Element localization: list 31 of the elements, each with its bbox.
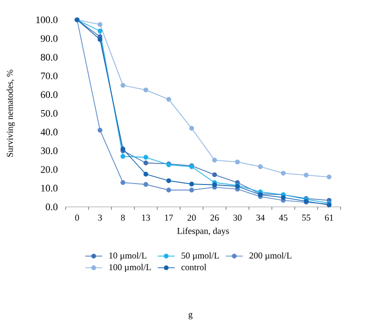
y-tick-label: 10.0 <box>41 184 58 192</box>
x-tick-label: 26 <box>210 214 219 221</box>
x-axis-title: Lifespan, days <box>177 228 229 236</box>
y-tick-label: 40.0 <box>40 128 58 136</box>
legend-label: control <box>181 264 206 270</box>
y-tick-label: 60.0 <box>40 91 58 98</box>
x-tick-label: 8 <box>121 214 125 221</box>
y-tick-label: 70.0 <box>41 72 58 80</box>
x-tick-label: 13 <box>142 214 150 221</box>
x-tick-label: 55 <box>302 214 310 221</box>
x-tick-label: 34 <box>256 214 265 221</box>
legend-label: 100 µmol/L <box>109 264 151 272</box>
y-tick-label: 100.0 <box>36 16 58 24</box>
y-tick-label: 90.0 <box>40 35 58 42</box>
x-tick-label: 20 <box>188 214 196 221</box>
y-tick-label: 20.0 <box>40 166 58 173</box>
x-tick-label: 0 <box>75 214 79 221</box>
x-tick-label: 3 <box>98 214 102 221</box>
y-tick-label: 80.0 <box>40 54 58 61</box>
x-tick-label: 45 <box>278 214 288 221</box>
text: g <box>188 312 193 320</box>
y-axis-title: Surviving nematodes, % <box>6 70 15 157</box>
y-tick-label: 50.0 <box>41 110 58 117</box>
x-tick-label: 17 <box>165 214 173 221</box>
legend-label: 200 µmol/L <box>250 252 292 260</box>
x-tick-label: 30 <box>233 214 242 221</box>
legend-label: 10 µmol/L <box>109 252 146 260</box>
y-tick-label: 0.0 <box>46 203 58 210</box>
x-tick-label: 61 <box>325 214 334 221</box>
y-tick-label: 30.0 <box>40 147 58 154</box>
legend-label: 50 µmol/L <box>182 252 219 260</box>
